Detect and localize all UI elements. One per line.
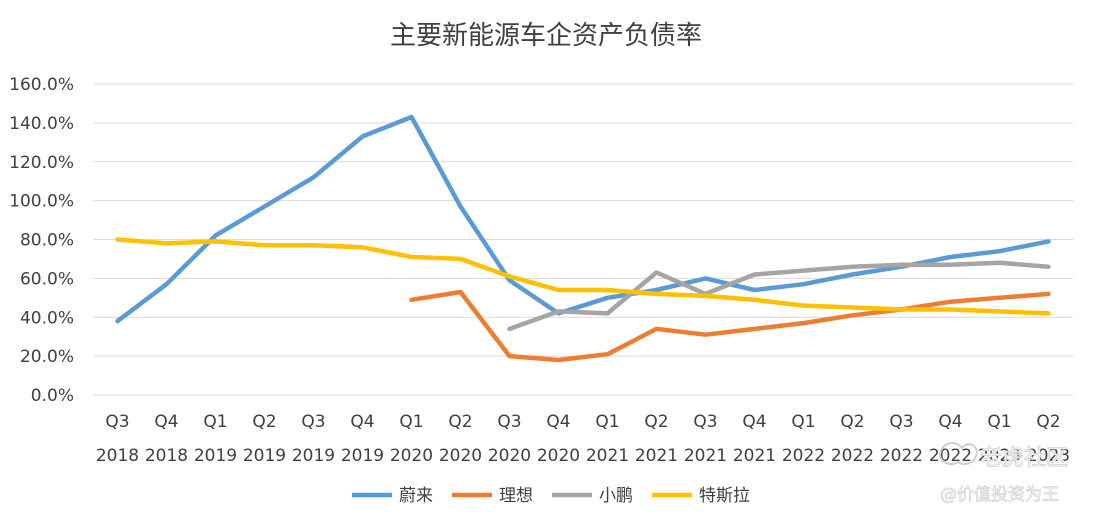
chart-title: 主要新能源车企资产负债率 (390, 21, 702, 51)
x-tick-year: 2018 (96, 446, 139, 466)
y-tick-label: 40.0% (20, 308, 74, 328)
y-tick-label: 100.0% (9, 192, 74, 212)
x-tick-quarter: Q1 (399, 412, 423, 432)
x-tick-year: 2019 (341, 446, 384, 466)
x-tick-quarter: Q3 (693, 412, 717, 432)
series-line-特斯拉 (115, 237, 1051, 316)
y-axis-ticks: 0.0% 20.0% 40.0% 60.0% 80.0% 100.0% 120.0% 140.… (9, 75, 74, 406)
x-tick-year: 2020 (488, 446, 531, 466)
series-line-蔚来 (115, 114, 1051, 324)
tiger-logo-icon (938, 441, 978, 465)
series-line-小鹏 (507, 260, 1051, 332)
x-tick-quarter: Q4 (546, 412, 570, 432)
x-tick-year: 2020 (537, 446, 580, 466)
x-tick-year: 2022 (782, 446, 825, 466)
series-lines (115, 114, 1051, 363)
watermark: 老虎社区 @价值投资为王 (938, 441, 1068, 505)
x-tick-year: 2019 (194, 446, 237, 466)
x-tick-year: 2023 (1027, 446, 1070, 466)
x-tick-quarter: Q1 (791, 412, 815, 432)
x-tick-quarter: Q4 (350, 412, 374, 432)
x-tick-quarter: Q1 (203, 412, 227, 432)
legend: 蔚来 理想 小鹏 特斯拉 (352, 486, 750, 506)
legend-label: 小鹏 (599, 486, 633, 506)
x-tick-quarter: Q1 (595, 412, 619, 432)
x-tick-year: 2019 (292, 446, 335, 466)
x-tick-year: 2023 (978, 446, 1021, 466)
x-tick-quarter: Q3 (889, 412, 913, 432)
x-axis-ticks: Q3 2018 Q4 2018 Q1 2019 Q2 2019 Q3 2019 Q4 2019 Q1 20… (96, 412, 1070, 466)
x-tick-year: 2021 (684, 446, 727, 466)
x-tick-quarter: Q4 (938, 412, 962, 432)
x-tick-quarter: Q1 (987, 412, 1011, 432)
x-tick-quarter: Q3 (301, 412, 325, 432)
x-tick-year: 2021 (733, 446, 776, 466)
x-tick-year: 2022 (831, 446, 874, 466)
x-tick-year: 2019 (243, 446, 286, 466)
x-tick-quarter: Q4 (154, 412, 178, 432)
grid-lines (93, 83, 1073, 396)
y-tick-label: 160.0% (9, 75, 74, 95)
x-tick-quarter: Q2 (644, 412, 668, 432)
x-tick-quarter: Q2 (252, 412, 276, 432)
legend-label: 理想 (499, 486, 533, 506)
x-tick-year: 2018 (145, 446, 188, 466)
x-tick-quarter: Q2 (1036, 412, 1060, 432)
x-tick-year: 2022 (929, 446, 972, 466)
watermark-author: @价值投资为王 (940, 485, 1059, 505)
x-tick-year: 2020 (390, 446, 433, 466)
watermark-site: 老虎社区 (980, 446, 1068, 471)
x-tick-quarter: Q2 (840, 412, 864, 432)
y-tick-label: 140.0% (9, 114, 74, 134)
y-tick-label: 60.0% (20, 269, 74, 289)
x-tick-year: 2021 (635, 446, 678, 466)
legend-label: 蔚来 (399, 486, 433, 506)
y-tick-label: 0.0% (31, 386, 74, 406)
legend-label: 特斯拉 (699, 486, 750, 506)
y-tick-label: 20.0% (20, 347, 74, 367)
y-tick-label: 80.0% (20, 231, 74, 251)
series-line-理想 (409, 289, 1051, 363)
x-tick-quarter: Q2 (448, 412, 472, 432)
x-tick-year: 2022 (880, 446, 923, 466)
x-tick-year: 2020 (439, 446, 482, 466)
x-tick-quarter: Q4 (742, 412, 766, 432)
y-tick-label: 120.0% (9, 153, 74, 173)
x-tick-quarter: Q3 (105, 412, 129, 432)
x-tick-quarter: Q3 (497, 412, 521, 432)
x-tick-year: 2021 (586, 446, 629, 466)
